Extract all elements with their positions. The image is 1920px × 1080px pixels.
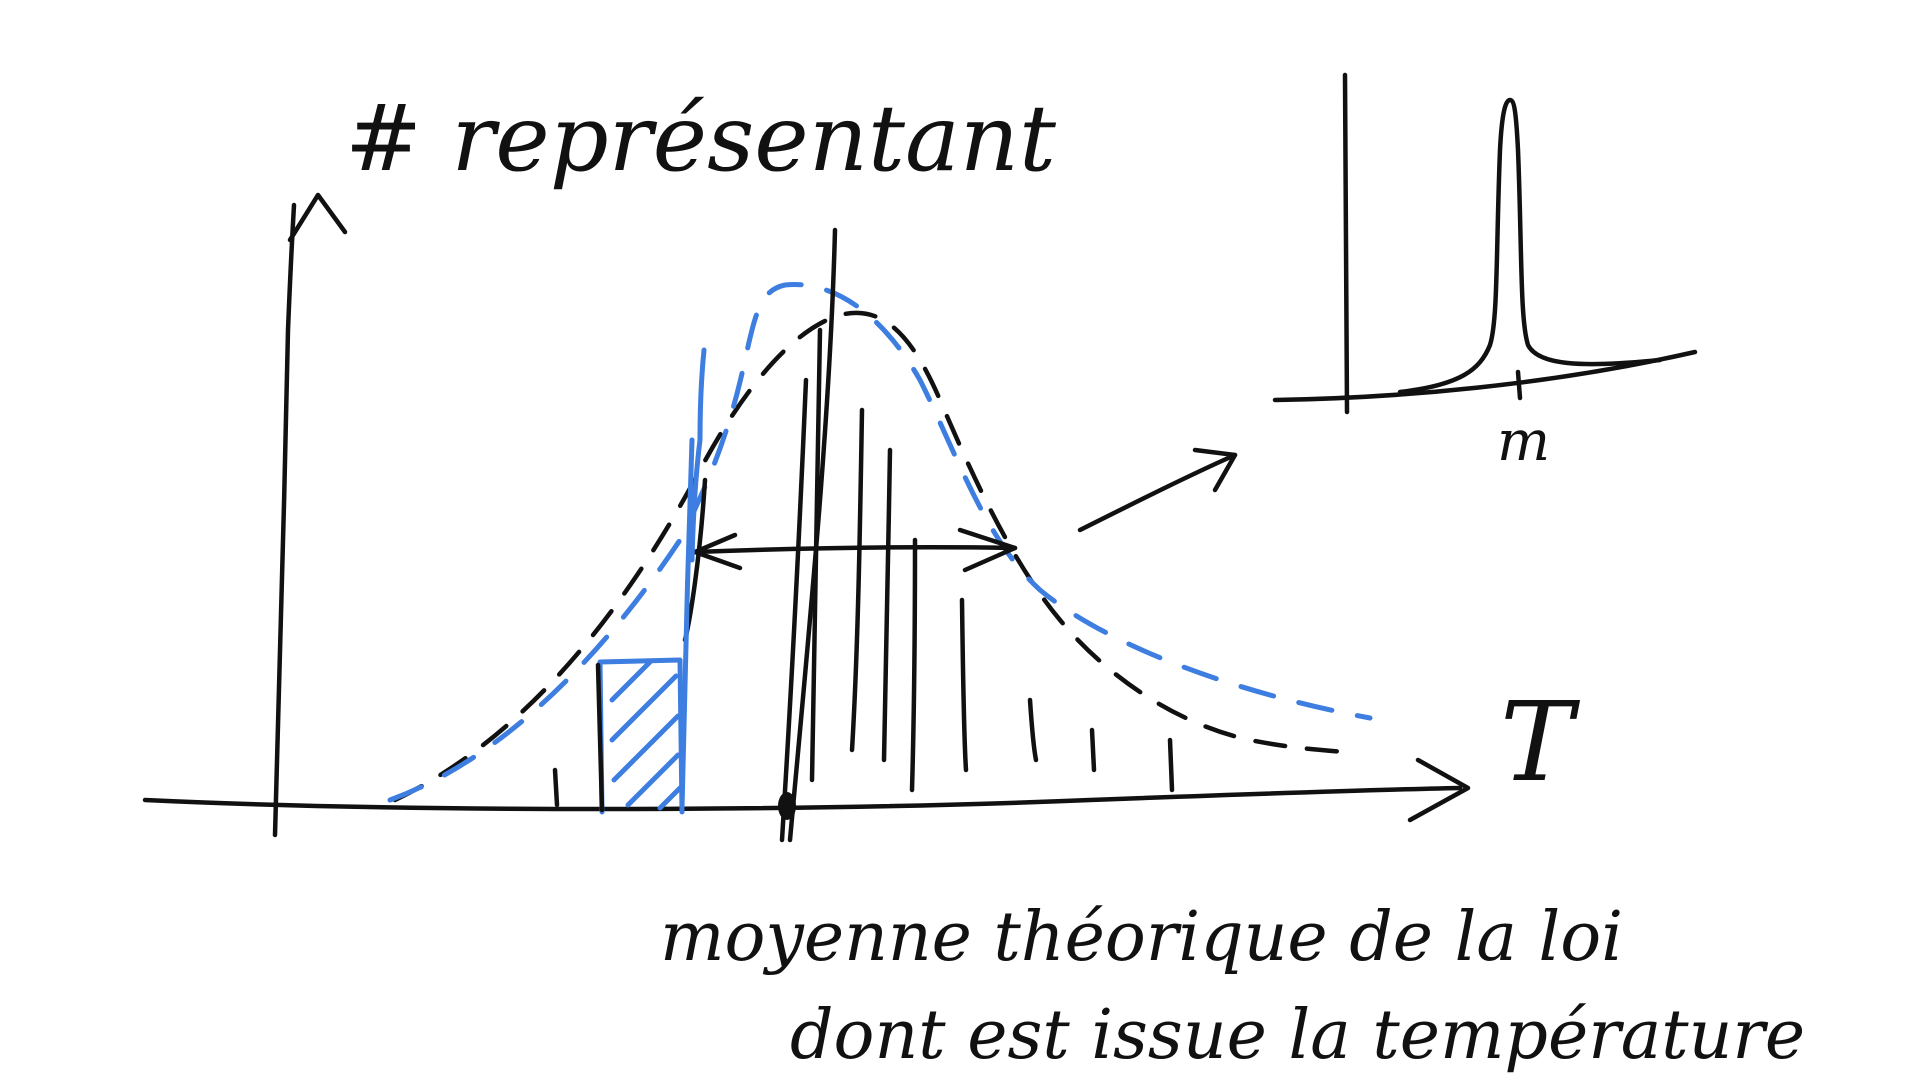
blue-dashed-density-curve — [387, 281, 1373, 803]
highlighted-bin — [595, 347, 707, 815]
inset-x-axis — [1272, 349, 1698, 403]
y-axis-arrowhead — [287, 192, 348, 243]
inset-plot — [1272, 72, 1698, 415]
x-axis-arrowhead — [1407, 757, 1471, 823]
inset-tick — [1515, 369, 1523, 401]
inset-peak-curve — [1397, 97, 1663, 395]
mean-annotation-line2: dont est issue la température — [790, 996, 1805, 1075]
y-axis-label: # représentant — [345, 85, 1057, 192]
mean-annotation-line1: moyenne théorique de la loi — [660, 898, 1623, 977]
spread-arrow — [692, 527, 1018, 573]
inset-arrow — [1077, 447, 1238, 533]
y-axis — [272, 202, 297, 838]
dashed-density-curve — [392, 310, 1348, 803]
x-axis-label: T — [1500, 678, 1581, 806]
x-axis — [142, 785, 1463, 812]
mean-point — [778, 792, 796, 820]
inset-tick-label: m — [1497, 409, 1550, 474]
inset-y-axis — [1342, 72, 1350, 415]
main-axes — [142, 192, 1471, 838]
